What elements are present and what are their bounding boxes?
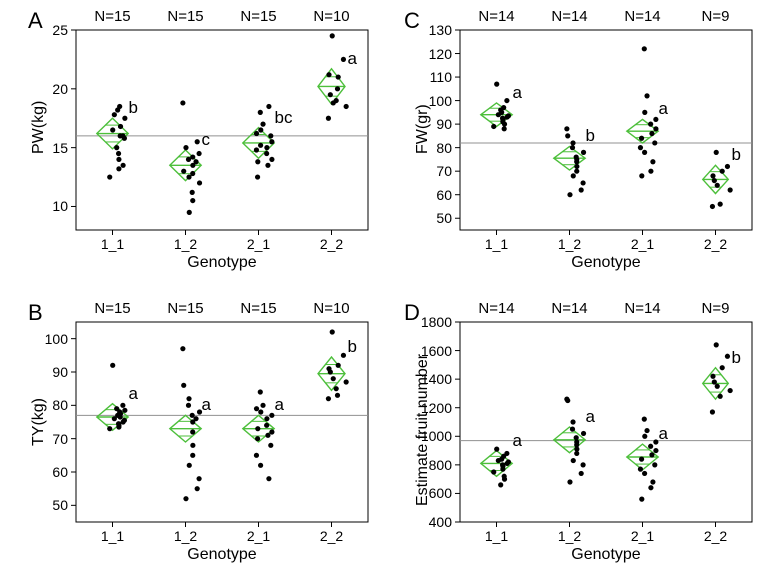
xtick: 1_1 xyxy=(477,236,517,252)
xtick: 1_1 xyxy=(93,236,133,252)
sig-letter: b xyxy=(586,126,595,146)
ytick: 110 xyxy=(420,69,452,85)
ytick: 60 xyxy=(420,187,452,203)
figure: A101520251_11_22_12_2N=15N=15N=15N=10Gen… xyxy=(0,0,774,582)
n-label: N=15 xyxy=(85,8,141,25)
ytick: 10 xyxy=(36,198,68,214)
x-axis-label: Genotype xyxy=(182,254,262,272)
ytick: 90 xyxy=(36,364,68,380)
sig-letter: a xyxy=(513,431,522,451)
n-label: N=14 xyxy=(469,300,525,317)
ytick: 50 xyxy=(420,210,452,226)
xtick: 1_1 xyxy=(477,528,517,544)
y-axis-label: Estimate fruit number xyxy=(414,354,432,506)
xtick: 1_1 xyxy=(93,528,133,544)
ytick: 400 xyxy=(420,514,452,530)
sig-letter: a xyxy=(202,395,211,415)
n-label: N=14 xyxy=(615,8,671,25)
sig-letter: a xyxy=(659,99,668,119)
n-label: N=15 xyxy=(231,8,287,25)
sig-letter: c xyxy=(202,130,211,150)
n-label: N=14 xyxy=(542,8,598,25)
x-axis-label: Genotype xyxy=(182,546,262,564)
n-label: N=15 xyxy=(158,8,214,25)
xtick: 2_1 xyxy=(623,236,663,252)
ytick: 50 xyxy=(36,497,68,513)
xtick: 1_2 xyxy=(550,236,590,252)
sig-letter: a xyxy=(659,424,668,444)
sig-letter: a xyxy=(129,384,138,404)
xtick: 2_1 xyxy=(623,528,663,544)
xtick: 1_2 xyxy=(166,528,206,544)
sig-letter: b xyxy=(129,98,138,118)
sig-letter: a xyxy=(348,49,357,69)
x-axis-label: Genotype xyxy=(566,546,646,564)
ytick: 100 xyxy=(36,331,68,347)
n-label: N=9 xyxy=(688,300,744,317)
ytick: 25 xyxy=(36,22,68,38)
ytick: 70 xyxy=(420,163,452,179)
ytick: 60 xyxy=(36,464,68,480)
sig-letter: b xyxy=(732,348,741,368)
sig-letter: b xyxy=(732,145,741,165)
panel-label-D: D xyxy=(404,300,420,326)
n-label: N=10 xyxy=(304,300,360,317)
n-label: N=14 xyxy=(469,8,525,25)
ytick: 120 xyxy=(420,46,452,62)
ytick: 20 xyxy=(36,81,68,97)
y-axis-label: PW(kg) xyxy=(30,101,48,154)
sig-letter: a xyxy=(586,407,595,427)
xtick: 2_2 xyxy=(696,528,736,544)
ytick: 1800 xyxy=(420,314,452,330)
panel-label-C: C xyxy=(404,8,420,34)
sig-letter: b xyxy=(348,337,357,357)
n-label: N=15 xyxy=(85,300,141,317)
panel-label-B: B xyxy=(28,300,43,326)
xtick: 2_1 xyxy=(239,528,279,544)
n-label: N=14 xyxy=(615,300,671,317)
sig-letter: a xyxy=(275,395,284,415)
xtick: 2_1 xyxy=(239,236,279,252)
n-label: N=15 xyxy=(158,300,214,317)
y-axis-label: TY(kg) xyxy=(30,398,48,446)
x-axis-label: Genotype xyxy=(566,254,646,272)
n-label: N=9 xyxy=(688,8,744,25)
xtick: 2_2 xyxy=(696,236,736,252)
sig-letter: a xyxy=(513,83,522,103)
y-axis-label: FW(gr) xyxy=(414,104,432,154)
xtick: 2_2 xyxy=(312,528,352,544)
n-label: N=15 xyxy=(231,300,287,317)
sig-letter: bc xyxy=(275,108,293,128)
xtick: 1_2 xyxy=(166,236,206,252)
ytick: 130 xyxy=(420,22,452,38)
n-label: N=14 xyxy=(542,300,598,317)
xtick: 2_2 xyxy=(312,236,352,252)
n-label: N=10 xyxy=(304,8,360,25)
xtick: 1_2 xyxy=(550,528,590,544)
